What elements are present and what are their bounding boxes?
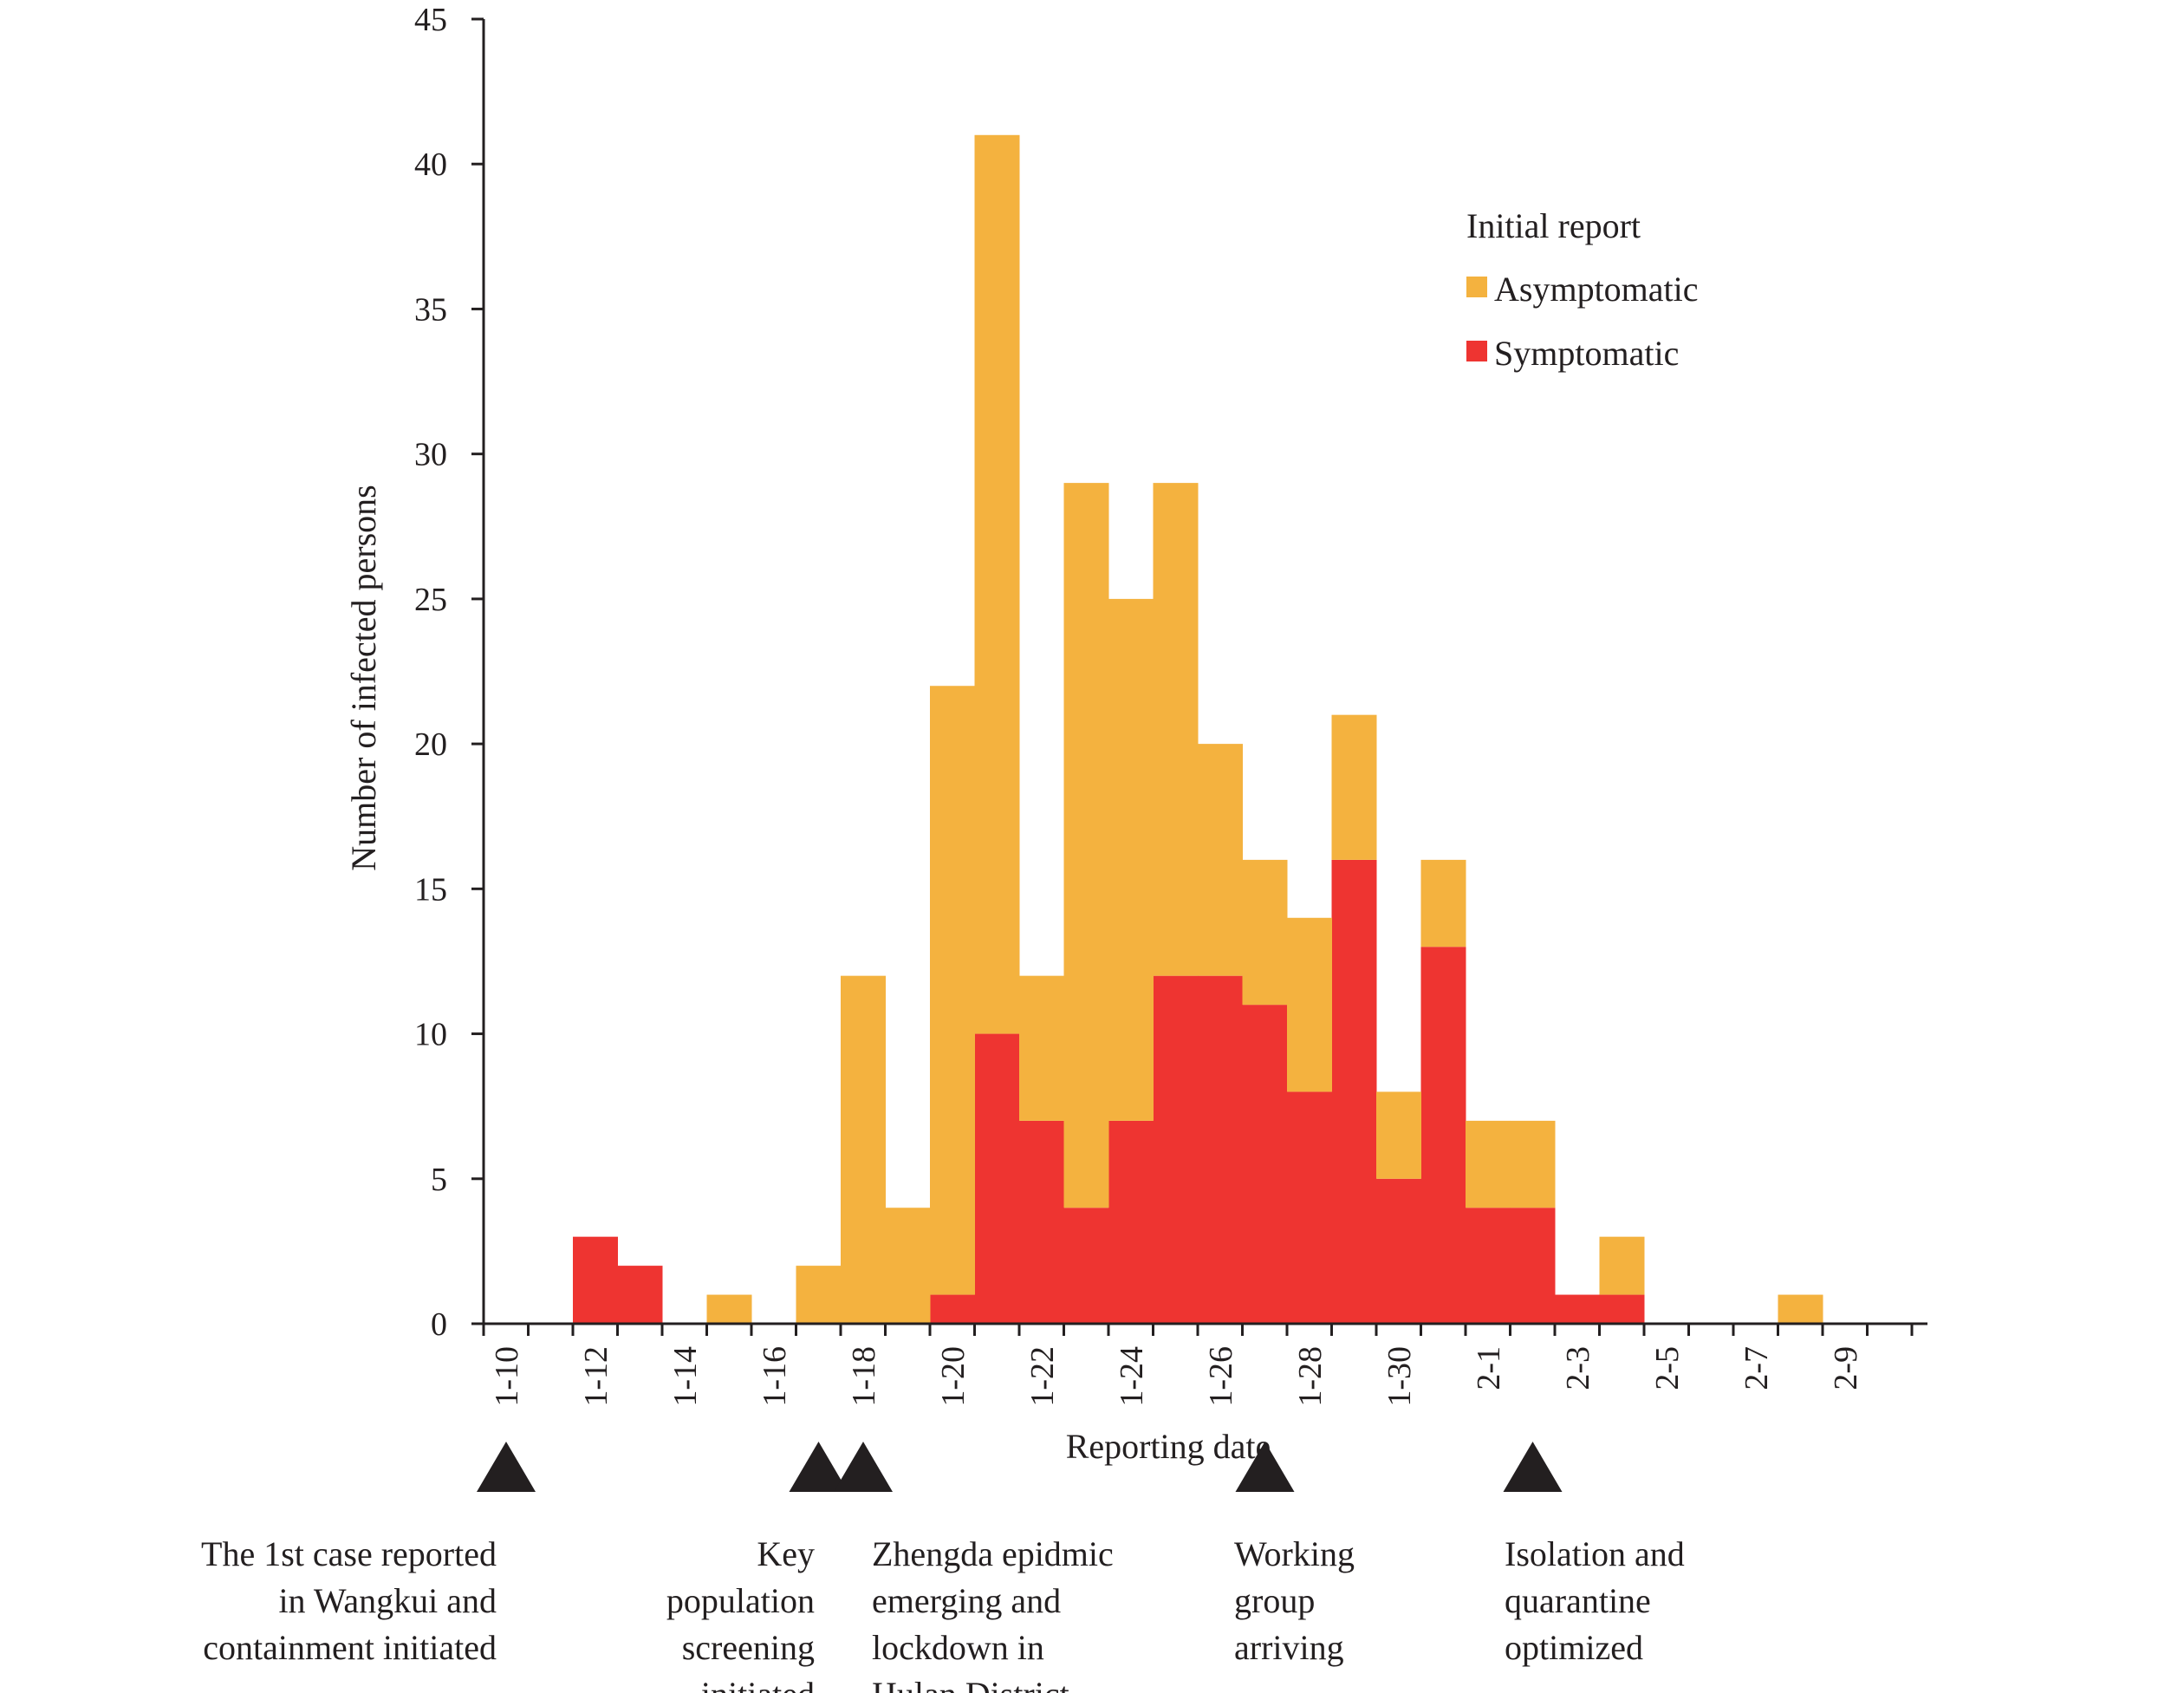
event-caption-1-17: population <box>666 1581 815 1620</box>
y-tick-label: 10 <box>414 1017 447 1053</box>
bar-asymptomatic-2-8 <box>1778 1294 1823 1324</box>
y-tick-label: 35 <box>414 291 447 328</box>
event-caption-1-10: containment initiated <box>203 1628 497 1667</box>
event-marker-2-2 <box>1503 1442 1563 1492</box>
event-caption-1-18: lockdown in <box>872 1628 1044 1667</box>
bar-asymptomatic-1-18 <box>841 975 886 1324</box>
legend: Initial report Asymptomatic Symptomatic <box>1466 206 1699 373</box>
x-tick-label: 2-1 <box>1471 1346 1507 1390</box>
bar-symptomatic-2-3 <box>1555 1294 1600 1324</box>
y-tick-label: 30 <box>414 437 447 473</box>
y-tick-label: 45 <box>414 2 447 38</box>
bar-symptomatic-1-12 <box>573 1236 618 1324</box>
event-caption-1-27: arriving <box>1234 1628 1344 1667</box>
bar-asymptomatic-2-1 <box>1466 1120 1511 1208</box>
event-caption-2-2: quarantine <box>1505 1581 1651 1620</box>
bar-symptomatic-1-24 <box>1108 1120 1154 1324</box>
x-axis-title: Reporting date <box>1066 1427 1271 1466</box>
x-tick-label: 2-3 <box>1560 1346 1596 1390</box>
x-tick-label: 1-26 <box>1203 1346 1239 1407</box>
bar-symptomatic-1-31 <box>1420 947 1466 1324</box>
event-caption-1-10: The 1st case reported <box>201 1534 497 1573</box>
bar-asymptomatic-1-23 <box>1063 483 1109 1208</box>
x-tick-label: 1-12 <box>578 1346 614 1407</box>
x-tick-label: 1-18 <box>846 1346 882 1407</box>
event-caption-1-18: Zhengda epidmic <box>872 1534 1114 1573</box>
bar-asymptomatic-1-26 <box>1198 744 1243 976</box>
y-tick-label: 15 <box>414 871 447 908</box>
bar-symptomatic-1-27 <box>1242 1005 1288 1324</box>
bar-symptomatic-1-25 <box>1153 975 1199 1324</box>
y-tick-label: 5 <box>431 1162 447 1198</box>
x-tick-label: 1-14 <box>667 1346 704 1407</box>
legend-swatch-asymptomatic <box>1466 277 1487 297</box>
axes-group: 0 5 10 15 20 25 30 35 40 45 1-10 1-12 1-14 1-16 1-18 1-… <box>344 2 1927 1466</box>
bar-asymptomatic-1-20 <box>930 686 975 1295</box>
event-caption-1-18: emerging and <box>872 1581 1061 1620</box>
x-tick-label: 1-30 <box>1381 1346 1418 1407</box>
y-axis-title: Number of infected persons <box>344 485 383 870</box>
bar-symptomatic-1-22 <box>1019 1120 1064 1324</box>
bar-asymptomatic-1-29 <box>1331 714 1377 860</box>
bar-symptomatic-2-4 <box>1599 1294 1645 1324</box>
bar-asymptomatic-1-27 <box>1242 859 1288 1006</box>
bar-symptomatic-2-2 <box>1510 1208 1556 1324</box>
event-caption-1-27: Working <box>1234 1534 1355 1573</box>
bar-symptomatic-2-1 <box>1466 1208 1511 1324</box>
event-marker-1-27 <box>1235 1442 1295 1492</box>
bar-asymptomatic-2-4 <box>1599 1236 1645 1295</box>
event-caption-1-27: group <box>1234 1581 1315 1620</box>
bar-symptomatic-1-30 <box>1376 1178 1421 1324</box>
bars-group <box>573 134 1823 1324</box>
x-tick-label: 1-22 <box>1024 1346 1061 1407</box>
x-tick-label: 1-24 <box>1114 1346 1150 1407</box>
event-caption-1-17: initiated <box>701 1675 815 1693</box>
x-tick-label: 1-20 <box>935 1346 972 1407</box>
legend-swatch-symptomatic <box>1466 341 1487 361</box>
bar-asymptomatic-1-19 <box>885 1208 931 1324</box>
bar-asymptomatic-1-15 <box>706 1294 752 1324</box>
bar-symptomatic-1-29 <box>1331 859 1377 1324</box>
bar-asymptomatic-1-31 <box>1420 859 1466 947</box>
bar-symptomatic-1-23 <box>1063 1208 1109 1324</box>
event-caption-2-2: Isolation and <box>1505 1534 1685 1573</box>
event-caption-1-17: screening <box>682 1628 815 1667</box>
bar-asymptomatic-1-28 <box>1287 917 1332 1092</box>
y-tick-label: 0 <box>431 1306 447 1343</box>
bar-asymptomatic-1-30 <box>1376 1091 1421 1179</box>
bar-symptomatic-1-20 <box>930 1294 975 1324</box>
bar-asymptomatic-1-24 <box>1108 598 1154 1121</box>
event-marker-1-17 <box>789 1442 848 1492</box>
event-marker-1-18 <box>834 1442 893 1492</box>
bar-asymptomatic-2-2 <box>1510 1120 1556 1208</box>
y-tick-label: 40 <box>414 147 447 183</box>
x-tick-label: 1-10 <box>489 1346 525 1407</box>
event-caption-1-10: in Wangkui and <box>278 1581 497 1620</box>
bar-symptomatic-1-26 <box>1198 975 1243 1324</box>
event-caption-1-17: Key <box>757 1534 815 1573</box>
bar-symptomatic-1-21 <box>974 1033 1020 1324</box>
legend-title: Initial report <box>1466 206 1641 245</box>
bar-symptomatic-1-28 <box>1287 1091 1332 1324</box>
legend-label-symptomatic: Symptomatic <box>1494 334 1679 373</box>
bar-symptomatic-1-13 <box>617 1266 663 1324</box>
x-tick-label: 2-9 <box>1828 1346 1864 1390</box>
x-tick-label: 1-16 <box>757 1346 793 1407</box>
y-tick-label: 25 <box>414 582 447 618</box>
x-tick-label: 2-7 <box>1739 1346 1775 1390</box>
y-tick-label: 20 <box>414 726 447 763</box>
bar-asymptomatic-1-17 <box>796 1266 842 1324</box>
x-tick-label: 1-28 <box>1292 1346 1329 1407</box>
bar-asymptomatic-1-22 <box>1019 975 1064 1121</box>
event-caption-1-18: Hulan District <box>872 1675 1069 1693</box>
legend-label-asymptomatic: Asymptomatic <box>1494 270 1699 309</box>
bar-asymptomatic-1-21 <box>974 134 1020 1034</box>
event-caption-2-2: optimized <box>1505 1628 1643 1667</box>
event-marker-1-10 <box>477 1442 536 1492</box>
x-tick-label: 2-5 <box>1649 1346 1686 1390</box>
bar-asymptomatic-1-25 <box>1153 483 1199 976</box>
timeline-events: The 1st case reported in Wangkui and conta… <box>201 1442 1685 1693</box>
